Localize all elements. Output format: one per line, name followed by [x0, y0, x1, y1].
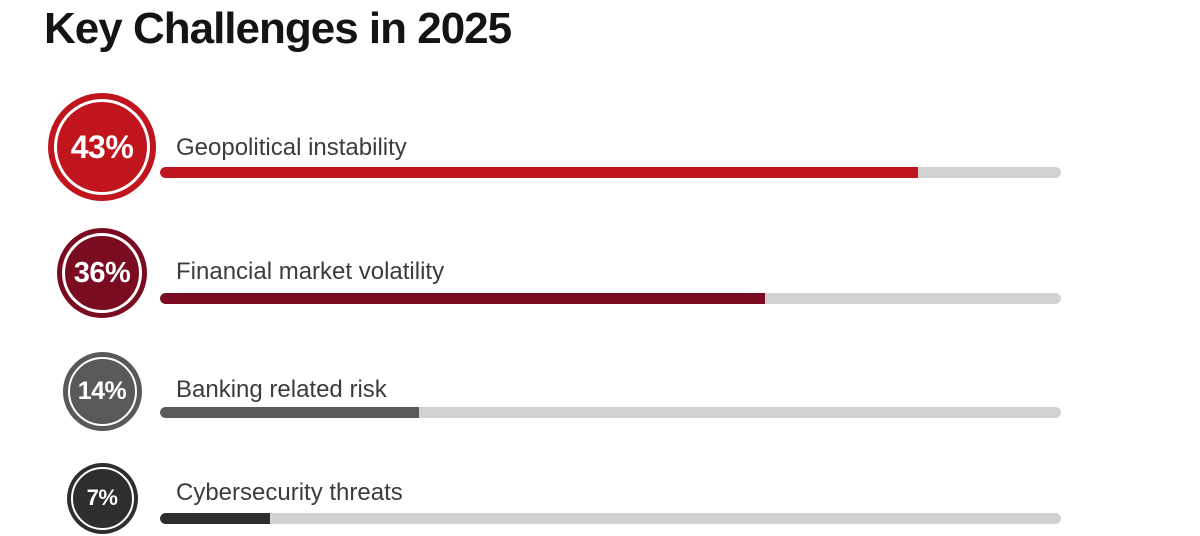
- bar-fill: [160, 167, 918, 178]
- challenge-label: Geopolitical instability: [176, 134, 407, 161]
- percentage-badge: 43%: [48, 93, 156, 201]
- percentage-badge: 7%: [66, 462, 138, 534]
- percentage-badge: 36%: [57, 228, 147, 318]
- bar-track: [160, 293, 1061, 304]
- bar-track: [160, 407, 1061, 418]
- badge-value: 36%: [73, 256, 131, 289]
- bar-fill: [160, 407, 419, 418]
- badge-value: 43%: [70, 128, 134, 165]
- bar-track: [160, 167, 1061, 178]
- bar-track: [160, 513, 1061, 524]
- bar-fill: [160, 293, 765, 304]
- bar-fill: [160, 513, 270, 524]
- challenge-label: Banking related risk: [176, 376, 387, 403]
- badge-value: 7%: [86, 485, 118, 510]
- challenge-label: Cybersecurity threats: [176, 479, 403, 506]
- challenge-label: Financial market volatility: [176, 258, 445, 285]
- badge-value: 14%: [77, 376, 127, 405]
- page-title: Key Challenges in 2025: [44, 4, 512, 53]
- percentage-badge: 14%: [62, 351, 142, 431]
